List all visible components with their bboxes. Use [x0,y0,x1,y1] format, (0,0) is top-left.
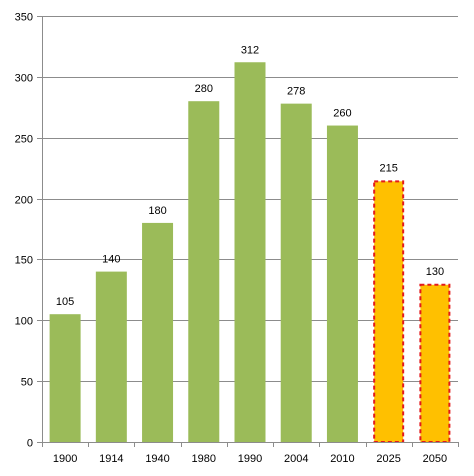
y-tick-label: 150 [15,255,33,267]
axes [42,16,458,443]
x-tick-label: 2050 [423,453,447,465]
data-label: 278 [287,86,305,98]
bar-projected [373,180,405,443]
bar-projected [419,283,451,443]
y-tick-label: 200 [15,195,33,207]
x-tick-label: 2010 [330,453,354,465]
bars [49,62,451,443]
data-label: 105 [56,296,74,308]
data-labels: 105 140 180 280 312 278 260 215 130 [56,44,444,308]
data-label: 180 [148,205,166,217]
y-tick-label: 0 [27,438,33,450]
bar [326,125,358,443]
x-tick-label: 2004 [284,453,308,465]
data-label: 260 [333,108,351,120]
y-tick-label: 350 [15,12,33,24]
y-tick-label: 300 [15,73,33,85]
bar [188,101,220,442]
x-tick-label: 1990 [238,453,262,465]
x-tick-label: 1980 [192,453,216,465]
data-label: 280 [195,83,213,95]
data-label: 215 [379,162,397,174]
y-axis-ticks: 0 50 100 150 200 250 300 350 [15,12,42,450]
bar [234,62,266,442]
bar [280,103,312,443]
bar [49,314,81,442]
x-axis-ticks: 1900 1914 1940 1980 1990 2004 2010 2025 2050 [42,442,459,465]
y-tick-label: 50 [21,377,33,389]
data-label: 140 [102,254,120,266]
data-label: 130 [426,266,444,278]
x-tick-label: 1900 [53,453,77,465]
bar [95,271,127,442]
x-tick-label: 1914 [99,453,123,465]
x-tick-label: 2025 [376,453,400,465]
bar [142,222,174,442]
data-label: 312 [241,44,259,56]
x-tick-label: 1940 [145,453,169,465]
y-tick-label: 100 [15,316,33,328]
y-tick-label: 250 [15,134,33,146]
